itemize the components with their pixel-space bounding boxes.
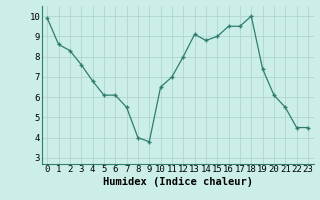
X-axis label: Humidex (Indice chaleur): Humidex (Indice chaleur) <box>103 177 252 187</box>
